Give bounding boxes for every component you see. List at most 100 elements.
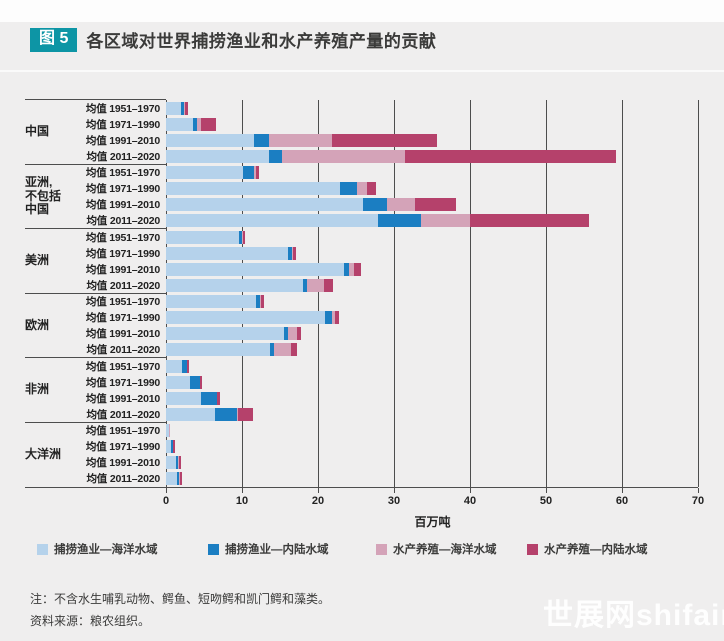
stacked-bar	[166, 311, 340, 325]
x-tick-label-50: 50	[539, 495, 553, 507]
region-cell: 欧洲	[25, 294, 77, 358]
bar-row-label: 均值 1971–1990	[85, 376, 160, 389]
bar-segment-1	[166, 149, 269, 163]
bar-segment-3	[387, 198, 415, 212]
group-separator	[25, 99, 166, 100]
bar-segment-4	[353, 262, 362, 276]
bar-segment-3	[420, 214, 470, 228]
stacked-bar	[166, 101, 189, 115]
bar-row: 均值 2011–2020	[77, 277, 698, 293]
bar-segment-2	[270, 343, 274, 357]
gridline-0	[166, 100, 167, 487]
x-axis-label: 百万吨	[414, 515, 451, 529]
stacked-bar	[166, 278, 334, 292]
watermark: 世展网shifair.	[543, 599, 724, 632]
footnote-source: 资料来源：粮农组织。	[30, 614, 151, 628]
stacked-bar	[166, 424, 171, 438]
bar-segment-1	[166, 230, 239, 244]
bar-segment-1	[166, 278, 303, 292]
group-separator	[25, 421, 166, 423]
gridline-20	[318, 100, 319, 487]
x-axis-line	[25, 487, 698, 488]
bar-segment-2	[176, 456, 179, 470]
region-label: 欧洲	[25, 317, 50, 332]
bar-segment-4	[366, 182, 376, 196]
x-tick-50	[546, 488, 547, 493]
footnote-exclusions: 注：不含水生哺乳动物、鳄鱼、短吻鳄和凯门鳄和藻类。	[30, 592, 331, 606]
x-tick-40	[470, 488, 471, 493]
legend-swatch-4	[527, 543, 538, 555]
bar-segment-2	[181, 101, 184, 115]
bar-row-label: 均值 1951–1970	[85, 425, 160, 438]
bar-segment-4	[173, 440, 176, 454]
bar-segment-3	[169, 424, 171, 438]
stacked-bar	[166, 343, 298, 357]
stacked-bar	[166, 359, 190, 373]
region-label: 大洋洲	[25, 447, 62, 462]
x-tick-10	[242, 488, 243, 493]
legend-label-1: 捕捞渔业—海洋水域	[54, 544, 158, 556]
legend-swatch-2	[208, 543, 219, 555]
bar-segment-1	[166, 424, 169, 438]
stacked-bar	[166, 166, 259, 180]
x-tick-label-40: 40	[463, 495, 477, 507]
bar-segment-3	[260, 295, 261, 309]
bar-row-label: 均值 1991–2010	[85, 134, 160, 147]
x-tick-label-70: 70	[691, 495, 705, 507]
bar-segment-1	[166, 472, 178, 486]
stacked-bar	[166, 198, 456, 212]
region-cell: 美洲	[25, 229, 77, 293]
legend-label-2: 捕捞渔业—内陆水域	[225, 544, 329, 556]
bar-segment-4	[414, 198, 456, 212]
stacked-bar	[166, 246, 296, 260]
x-tick-60	[622, 488, 623, 493]
group-separator	[25, 163, 166, 165]
bar-row-label: 均值 1991–2010	[85, 457, 160, 470]
top-band	[0, 0, 724, 22]
region-label: 中国	[25, 124, 50, 139]
bar-segment-1	[166, 246, 289, 260]
footnotes: 注：不含水生哺乳动物、鳄鱼、短吻鳄和凯门鳄和藻类。 资料来源：粮农组织。	[30, 588, 330, 632]
bar-row-label: 均值 1991–2010	[85, 199, 160, 212]
bar-row-label: 均值 1991–2010	[85, 392, 160, 405]
bar-row: 均值 1991–2010	[77, 261, 698, 277]
gridline-10	[242, 100, 243, 487]
bar-segment-2	[378, 214, 421, 228]
bar-segment-1	[166, 262, 344, 276]
bar-row-label: 均值 1971–1990	[85, 183, 160, 196]
legend-label-4: 水产养殖—内陆水域	[544, 544, 648, 556]
bar-row-label: 均值 1971–1990	[85, 247, 160, 260]
bar-segment-2	[343, 262, 349, 276]
region-group-3: 美洲 均值 1951–1970 均值 1971–1990 均值 1991–2010 均值…	[25, 228, 698, 293]
region-cell: 中国	[25, 100, 77, 164]
bar-row: 均值 2011–2020	[77, 213, 698, 229]
bar-segment-2	[192, 117, 198, 131]
region-rows: 均值 1951–1970 均值 1971–1990 均值 1991–2010 均值 2…	[77, 100, 698, 164]
x-tick-70	[698, 488, 699, 493]
gridline-layer	[166, 100, 699, 487]
bar-segment-3	[254, 166, 257, 180]
bar-segment-2	[242, 166, 255, 180]
stacked-bar	[166, 472, 182, 486]
bar-segment-4	[200, 375, 203, 389]
bar-segment-1	[166, 182, 341, 196]
legend-label-3: 水产养殖—海洋水域	[393, 544, 497, 556]
bar-row-label: 均值 1991–2010	[85, 263, 160, 276]
region-rows: 均值 1951–1970 均值 1971–1990 均值 1991–2010 均值 2…	[77, 165, 698, 229]
region-rows: 均值 1951–1970 均值 1971–1990 均值 1991–2010 均值 2…	[77, 358, 698, 422]
x-tick-label-20: 20	[311, 495, 325, 507]
bar-row-label: 均值 1951–1970	[85, 296, 160, 309]
bar-row: 均值 1951–1970	[77, 100, 698, 116]
group-separator	[25, 357, 166, 359]
bar-row-label: 均值 1991–2010	[85, 328, 160, 341]
bar-segment-3	[183, 101, 185, 115]
bar-segment-4	[217, 391, 220, 405]
bar-segment-2	[288, 246, 293, 260]
bar-segment-3	[282, 149, 406, 163]
bar-segment-2	[362, 198, 388, 212]
legend-item-1: 捕捞渔业—海洋水域	[37, 541, 158, 557]
bar-segment-3	[331, 311, 335, 325]
region-rows: 均值 1951–1970 均值 1971–1990 均值 1991–2010 均值 2…	[77, 294, 698, 358]
group-separator	[25, 228, 166, 230]
legend-swatch-3	[376, 543, 387, 555]
